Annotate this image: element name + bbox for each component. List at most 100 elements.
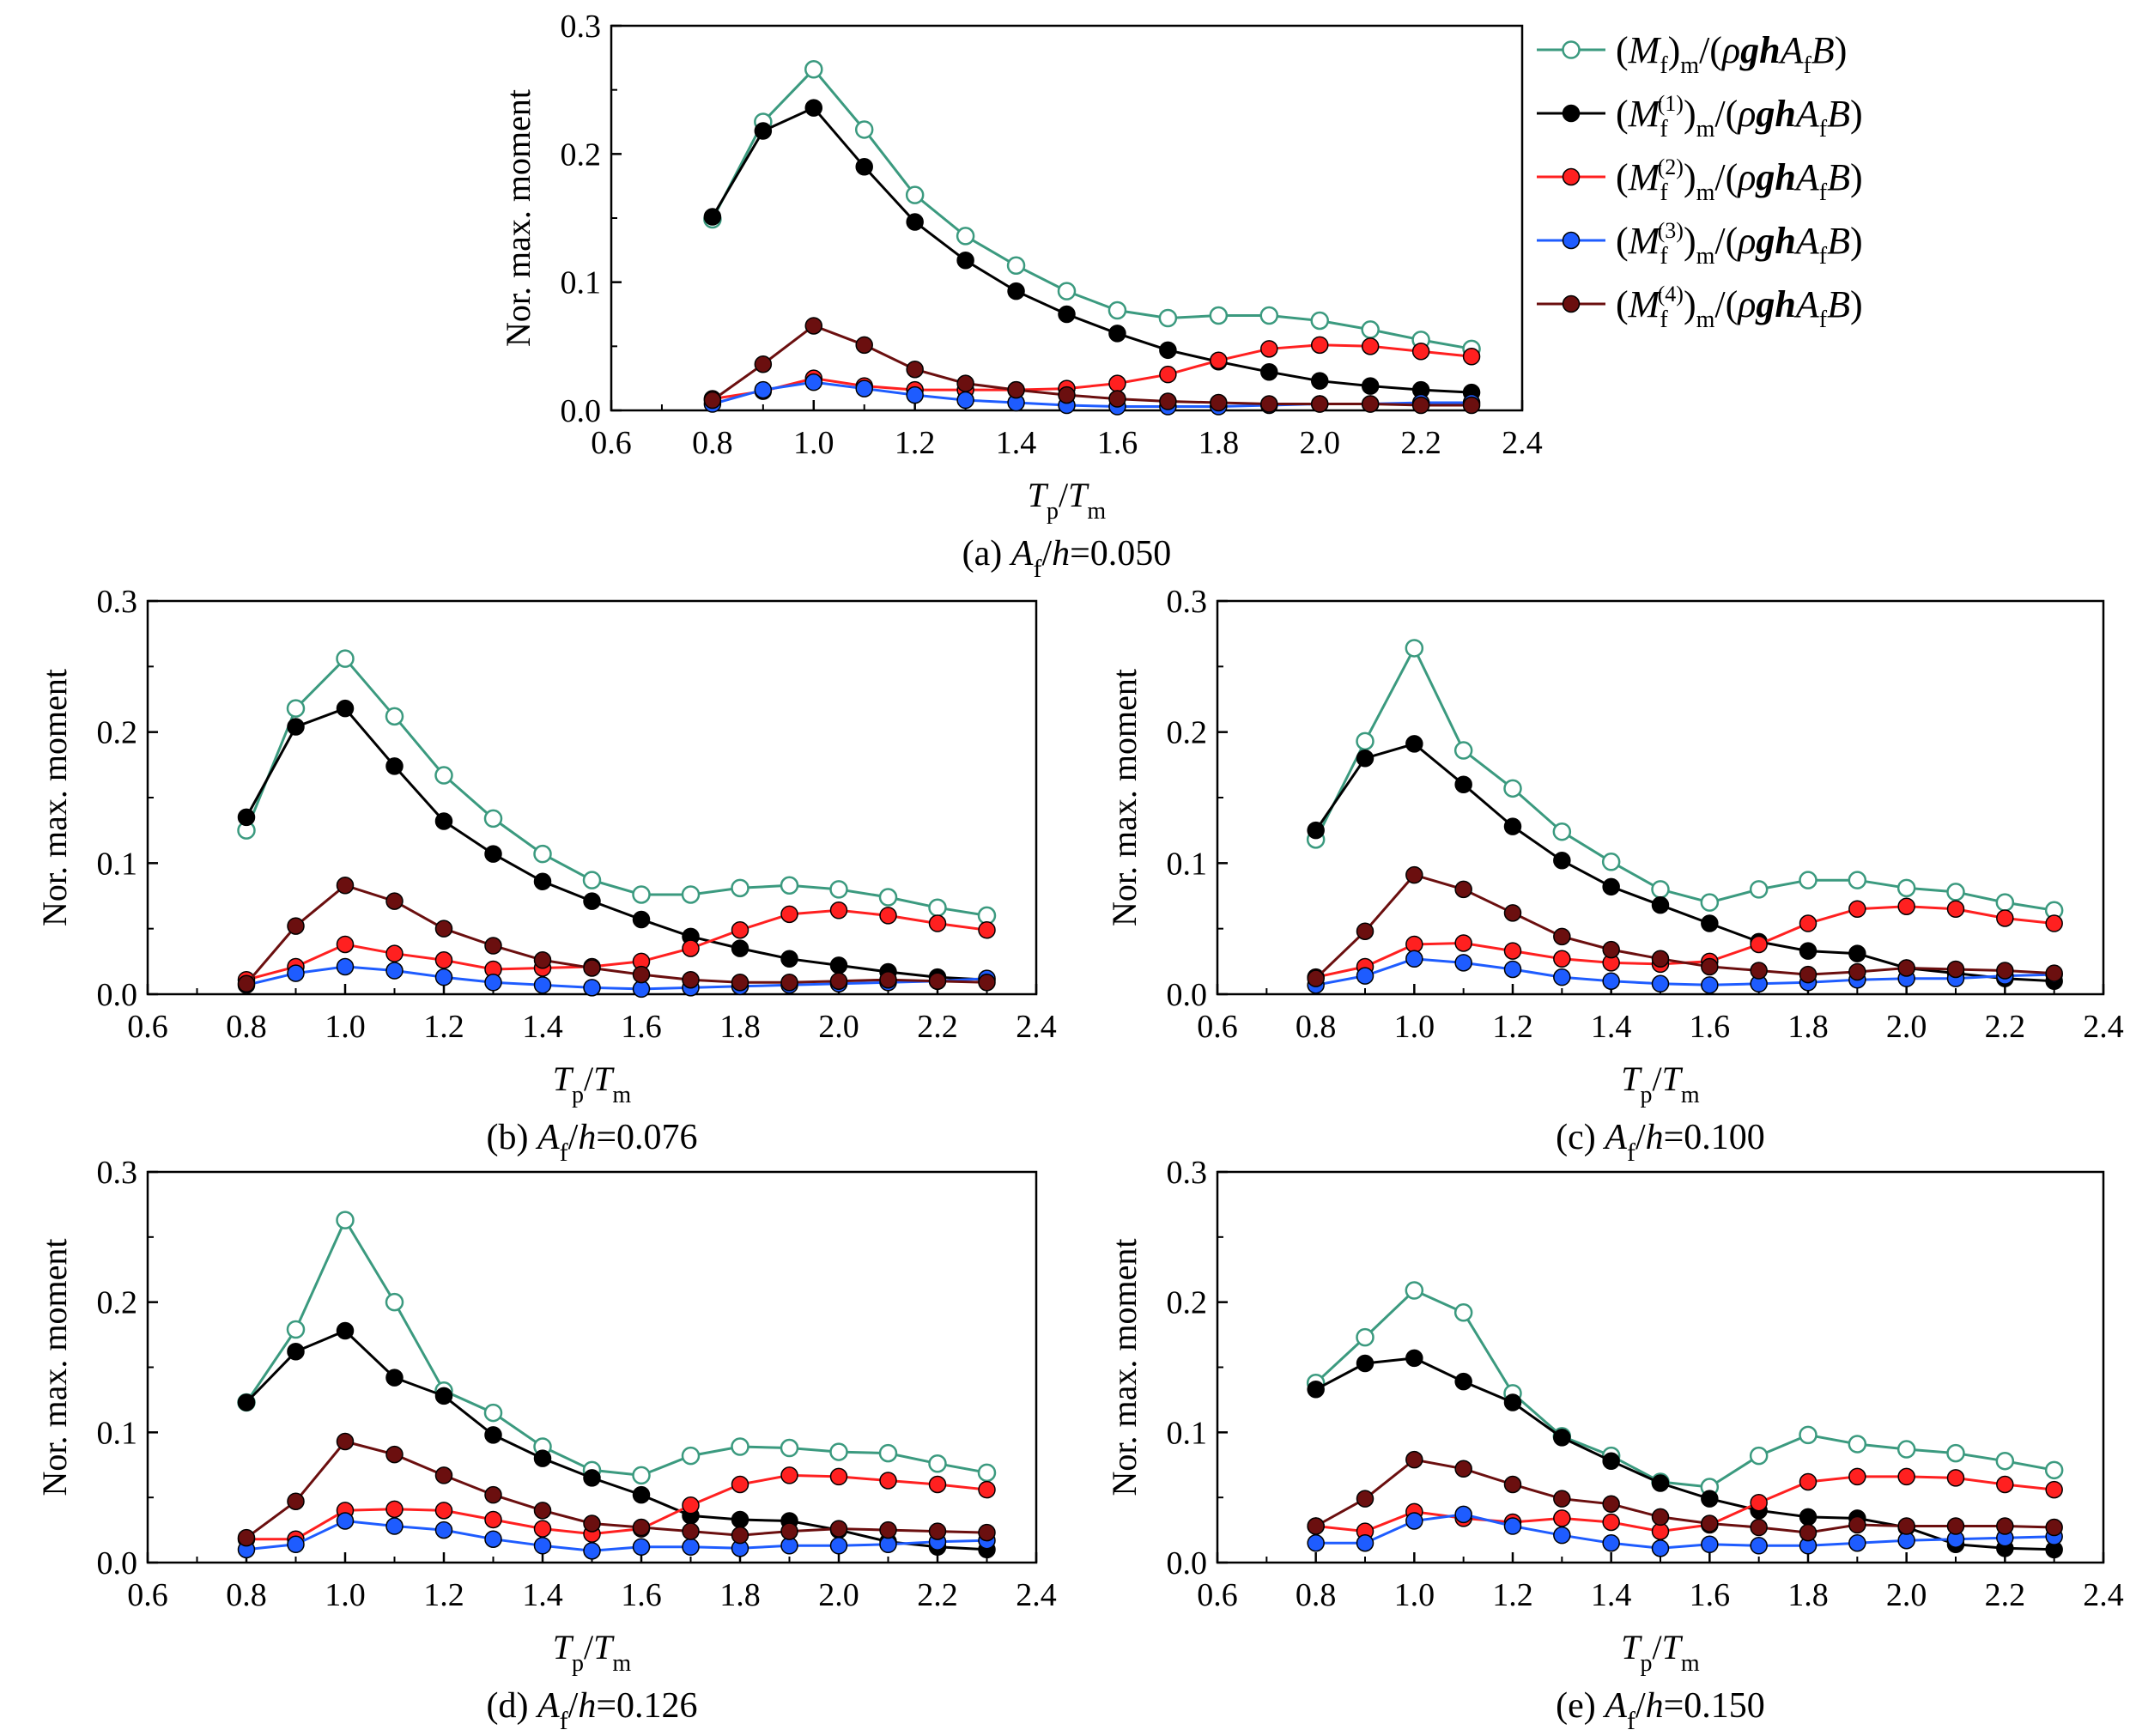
data-point-total <box>1896 1440 1916 1459</box>
series-line-m3 <box>1315 1513 2054 1550</box>
legend-marker-m4 <box>1562 294 1581 313</box>
data-point-total <box>1896 878 1916 898</box>
data-point-m1 <box>1651 1474 1670 1492</box>
data-point-m1 <box>956 252 974 270</box>
data-point-m3 <box>336 1512 355 1530</box>
data-point-total <box>1749 1446 1769 1466</box>
data-point-m1 <box>780 950 798 968</box>
legend-den-open: /( <box>1699 29 1722 71</box>
x-tick-label: 1.0 <box>325 1577 366 1613</box>
x-tick-label: 1.8 <box>1787 1577 1829 1613</box>
data-point-m1 <box>731 1510 749 1529</box>
caption-slash: / <box>1635 1686 1646 1726</box>
x-tick-label: 1.0 <box>793 425 834 461</box>
caption-var: A <box>1009 534 1034 574</box>
data-point-total <box>878 888 898 907</box>
legend-tail-sub: m <box>1680 52 1699 79</box>
x-tick-label: 2.2 <box>1985 1577 2026 1613</box>
data-point-m3 <box>1602 972 1620 990</box>
chart-panel-c: 0.6 0.8 1.0 1.2 1.4 1.6 1.8 2.0 2.2 2.4 0.0 0.1 0.2 0… <box>1105 584 2124 1167</box>
x-axis-title-var: T <box>1621 1628 1642 1666</box>
data-point-m1 <box>1310 372 1329 390</box>
data-point-m1 <box>533 1449 552 1467</box>
data-point-m4 <box>879 1521 897 1539</box>
data-point-total <box>1453 1303 1473 1322</box>
data-point-m2 <box>1996 909 2014 927</box>
data-point-total <box>1356 731 1374 751</box>
series-line-m4 <box>246 1440 987 1539</box>
x-tick-label: 2.0 <box>1299 425 1340 461</box>
x-tick-label: 1.6 <box>1690 1009 1731 1045</box>
legend-gh: gh <box>1755 220 1795 262</box>
data-point-m4 <box>533 951 552 969</box>
legend-paren: ) <box>1684 156 1696 198</box>
series-line-total <box>245 656 987 917</box>
series-line-total <box>1314 645 2054 912</box>
chart-panel-b: 0.6 0.8 1.0 1.2 1.4 1.6 1.8 2.0 2.2 2.4 0.0 0.1 0.2 0… <box>35 584 1057 1167</box>
data-point-m1 <box>632 1485 651 1504</box>
x-tick-label: 1.4 <box>1591 1009 1632 1045</box>
x-tick-label: 2.2 <box>917 1009 958 1045</box>
legend-sub: f <box>1660 179 1668 206</box>
data-point-m2 <box>533 1520 552 1538</box>
data-point-total <box>1453 741 1473 760</box>
series-line-m2 <box>246 1473 987 1541</box>
data-point-m4 <box>1602 1495 1620 1513</box>
plot-frame <box>146 599 1038 996</box>
x-tick-label: 2.4 <box>1502 425 1543 461</box>
legend-tail-sub: m <box>1696 307 1715 333</box>
data-point-total <box>1651 880 1670 899</box>
data-point-m3 <box>484 974 502 992</box>
data-point-m4 <box>385 1445 404 1464</box>
data-point-m4 <box>1210 393 1228 412</box>
x-tick-label: 1.6 <box>1097 425 1138 461</box>
data-point-m4 <box>1897 1517 1915 1535</box>
data-point-m1 <box>237 1393 256 1411</box>
legend-rho: ρ <box>1736 220 1756 262</box>
caption-value: =0.100 <box>1664 1118 1765 1157</box>
x-tick-label: 1.2 <box>1492 1577 1533 1613</box>
legend-B: B <box>1827 93 1850 135</box>
y-tick-label: 0.2 <box>1167 715 1208 751</box>
legend-B: B <box>1811 29 1835 71</box>
data-point-m4 <box>1411 396 1430 415</box>
caption-label: (b) <box>487 1118 537 1157</box>
legend-rho: ρ <box>1736 283 1756 325</box>
data-point-m4 <box>336 877 355 895</box>
legend-A: A <box>1778 29 1805 71</box>
legend-M: M <box>1628 29 1662 71</box>
legend-A: A <box>1793 220 1820 262</box>
panel-caption: (d) Af/h=0.126 <box>487 1686 698 1735</box>
data-point-m4 <box>1503 1475 1522 1494</box>
data-point-m2 <box>385 944 404 962</box>
x-axis-title-sub: p <box>1641 1650 1653 1677</box>
caption-var: A <box>535 1686 560 1726</box>
data-point-m4 <box>1361 395 1380 413</box>
data-point-m4 <box>1307 1517 1325 1535</box>
panel-caption: (b) Af/h=0.076 <box>487 1118 698 1167</box>
data-point-m1 <box>1503 817 1522 835</box>
data-point-total <box>582 871 602 889</box>
panel-caption: (a) Af/h=0.050 <box>962 534 1172 583</box>
x-tick-label: 1.0 <box>325 1009 366 1045</box>
x-tick-label: 2.4 <box>1016 1577 1057 1613</box>
legend-paren: ) <box>1684 93 1696 135</box>
series-line-m1 <box>1314 1357 2054 1551</box>
data-point-m4 <box>1058 385 1076 404</box>
data-point-m4 <box>956 374 974 392</box>
data-point-total <box>434 766 453 785</box>
data-point-m1 <box>855 158 873 176</box>
x-tick-label: 0.8 <box>1296 1009 1337 1045</box>
data-point-m3 <box>533 976 552 994</box>
data-point-m1 <box>1848 944 1866 962</box>
data-point-total <box>928 898 947 917</box>
data-point-m4 <box>2045 964 2063 982</box>
legend-sub: f <box>1660 243 1668 270</box>
data-point-m2 <box>2045 914 2063 932</box>
x-tick-label: 2.0 <box>818 1577 859 1613</box>
x-tick-label: 0.8 <box>692 425 733 461</box>
x-axis-title-slash: / <box>1653 1059 1663 1098</box>
data-point-total <box>829 1442 848 1461</box>
data-point-m1 <box>1356 749 1374 768</box>
legend-A-sub: f <box>1819 116 1828 143</box>
